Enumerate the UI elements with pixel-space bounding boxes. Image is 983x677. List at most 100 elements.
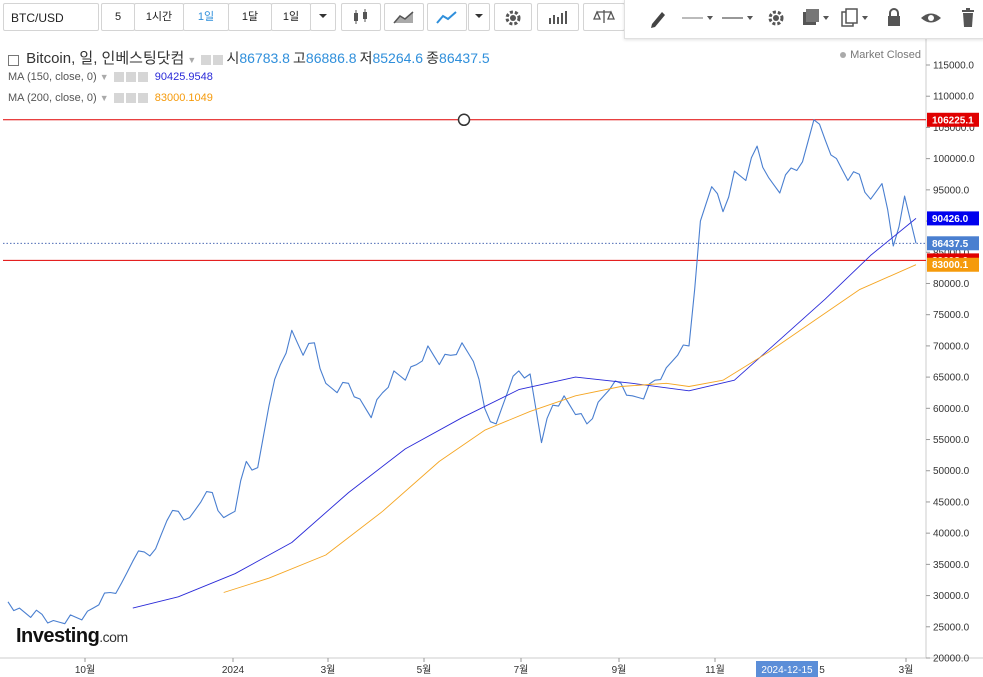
close-value: 86437.5 — [439, 50, 490, 66]
gear-icon[interactable] — [125, 93, 136, 104]
collapse-icon[interactable] — [8, 54, 19, 66]
price-tag-label: 83000.1 — [932, 260, 969, 271]
x-tick-label: 3월 — [321, 664, 336, 676]
interval-dropdown-button[interactable] — [310, 3, 336, 31]
series-line-price[interactable] — [7, 119, 917, 625]
y-tick-label: 50000.0 — [933, 466, 970, 477]
x-tick-label: 3월 — [899, 664, 914, 676]
x-tick-label: 10월 — [75, 664, 95, 676]
price-tag-label: 86437.5 — [932, 239, 969, 250]
series-line-ma150[interactable] — [132, 218, 917, 609]
caret-down-icon[interactable]: ▼ — [99, 72, 109, 82]
symbol-input[interactable]: BTC/USD — [3, 3, 99, 31]
trash-icon[interactable] — [958, 6, 978, 30]
ma150-label[interactable]: MA (150, close, 0) — [8, 71, 97, 83]
line-width-dropdown-icon[interactable] — [719, 6, 755, 30]
close-icon[interactable] — [137, 72, 148, 83]
ma150-value: 90425.9548 — [154, 71, 213, 83]
status-dot-icon — [840, 52, 847, 59]
interval-1day-alt[interactable]: 1일 — [271, 3, 311, 31]
x-tick-label-partial: 5 — [819, 665, 825, 676]
y-tick-label: 95000.0 — [933, 185, 970, 196]
high-label: 고 — [293, 50, 306, 66]
y-tick-label: 85000.0 — [933, 248, 970, 259]
y-tick-label: 45000.0 — [933, 497, 970, 508]
clone-icon[interactable] — [839, 6, 871, 30]
y-tick-label: 35000.0 — [933, 560, 970, 571]
interval-5[interactable]: 5 — [101, 3, 135, 31]
line-handle[interactable] — [457, 113, 471, 127]
main-legend: Bitcoin, 일, 인베스팅닷컴 ▼ 시86783.8 고86886.8 저… — [8, 47, 490, 68]
open-label: 시 — [226, 50, 240, 66]
candlestick-chart-button[interactable] — [341, 3, 381, 31]
area-chart-button[interactable] — [384, 3, 424, 31]
x-tick-label: 7월 — [514, 664, 529, 676]
area-chart-icon — [393, 11, 414, 24]
pencil-icon[interactable] — [645, 6, 671, 30]
y-tick-label: 65000.0 — [933, 373, 970, 384]
caret-down-icon — [319, 14, 327, 18]
x-tick-label: 9월 — [612, 664, 627, 676]
y-tick-label: 80000.0 — [933, 279, 970, 290]
lock-icon[interactable] — [884, 6, 904, 30]
settings-button[interactable] — [494, 3, 532, 31]
price-tag — [927, 211, 979, 226]
line-chart-button[interactable] — [427, 3, 467, 31]
low-value: 85264.6 — [372, 50, 424, 66]
y-tick-label: 115000.0 — [933, 61, 974, 72]
interval-1hour[interactable]: 1시간 — [134, 3, 184, 31]
compare-button[interactable] — [583, 3, 625, 31]
price-tag — [927, 236, 979, 251]
candlestick-icon — [354, 9, 367, 24]
low-label: 저 — [359, 50, 373, 66]
caret-down-icon[interactable]: ▼ — [187, 55, 197, 65]
line-chart-icon — [436, 11, 457, 24]
y-tick-label: 55000.0 — [933, 435, 970, 446]
open-value: 86783.8 — [239, 50, 290, 66]
indicators-icon — [549, 11, 567, 24]
indicators-button[interactable] — [537, 3, 579, 31]
y-tick-label: 25000.0 — [933, 622, 970, 633]
interval-1month[interactable]: 1달 — [228, 3, 272, 31]
market-status: Market Closed — [840, 49, 921, 61]
eye-icon[interactable] — [113, 72, 124, 83]
gear-icon[interactable] — [213, 55, 224, 66]
y-tick-label: 75000.0 — [933, 310, 970, 321]
x-axis[interactable]: 10월 2024 3월 5월 7월 9월 11월 2024-12-15 5 3월 — [75, 658, 914, 677]
series-line-ma200[interactable] — [223, 264, 917, 593]
y-tick-label: 20000.0 — [933, 654, 970, 665]
y-axis[interactable]: 115000.0 110000.0 105000.0 100000.0 95000.0 9… — [926, 61, 975, 665]
x-tick-label: 5월 — [417, 664, 432, 676]
close-icon[interactable] — [137, 93, 148, 104]
y-tick-label: 110000.0 — [933, 92, 974, 103]
investing-logo: Investing.com — [16, 625, 128, 647]
chart-grid — [0, 38, 983, 659]
drawing-toolbar — [624, 0, 983, 39]
y-tick-label: 100000.0 — [933, 154, 975, 165]
chart-type-dropdown-button[interactable] — [468, 3, 490, 31]
gear-icon[interactable] — [201, 55, 212, 66]
y-tick-label: 70000.0 — [933, 341, 970, 352]
horizontal-lines[interactable] — [3, 113, 926, 261]
ma150-legend: MA (150, close, 0) ▼ 90425.9548 — [8, 71, 213, 83]
price-tag-label: 90426.0 — [932, 214, 969, 225]
ma200-label[interactable]: MA (200, close, 0) — [8, 92, 97, 104]
y-tick-label: 40000.0 — [933, 529, 970, 540]
eye-icon[interactable] — [919, 6, 943, 30]
ma200-legend: MA (200, close, 0) ▼ 83000.1049 — [8, 92, 213, 104]
ma200-value: 83000.1049 — [154, 92, 213, 104]
gear-icon[interactable] — [765, 6, 787, 30]
eye-icon[interactable] — [113, 93, 124, 104]
close-label: 종 — [426, 50, 440, 66]
caret-down-icon[interactable]: ▼ — [99, 93, 109, 103]
price-tag-label: 106225.1 — [932, 115, 974, 126]
y-tick-label: 60000.0 — [933, 404, 970, 415]
gear-icon[interactable] — [125, 72, 136, 83]
line-style-dropdown-icon[interactable] — [679, 6, 715, 30]
bring-to-front-icon[interactable] — [800, 6, 832, 30]
x-tick-label: 2024 — [222, 665, 245, 676]
high-value: 86886.8 — [305, 50, 357, 66]
interval-1day[interactable]: 1일 — [183, 3, 229, 31]
